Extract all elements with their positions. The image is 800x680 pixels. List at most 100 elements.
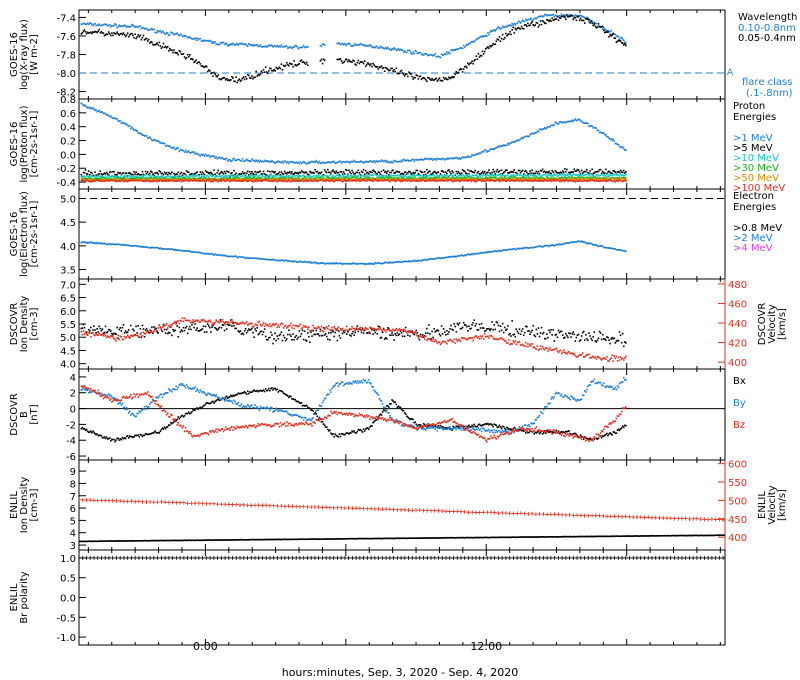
- data-point: [373, 170, 375, 172]
- data-point: [80, 23, 83, 26]
- data-point: [121, 172, 124, 175]
- data-point: [494, 173, 497, 175]
- data-point: [507, 177, 509, 180]
- data-point: [322, 58, 325, 60]
- data-point: [278, 177, 281, 180]
- data-point: [252, 175, 254, 177]
- data-point: [400, 172, 403, 175]
- data-point: [365, 176, 368, 179]
- data-point: [613, 178, 616, 181]
- data-point: [318, 262, 321, 265]
- data-point: [341, 180, 344, 183]
- data-point: [197, 174, 200, 177]
- data-point: [184, 250, 187, 252]
- data-point: [198, 61, 201, 63]
- data-point: [422, 176, 425, 179]
- data-point: [216, 178, 219, 181]
- data-point: [391, 174, 393, 177]
- data-point: [421, 171, 424, 174]
- data-point: [437, 175, 440, 178]
- data-point: [176, 180, 178, 182]
- data-point: [599, 178, 602, 181]
- data-point: [272, 176, 274, 179]
- data-point: [491, 171, 493, 174]
- data-point: [81, 177, 84, 179]
- data-point: [256, 178, 259, 181]
- data-point: [254, 160, 256, 163]
- data-point: [472, 178, 474, 180]
- data-point: [92, 175, 94, 178]
- data-point: [210, 178, 212, 180]
- data-point: [397, 171, 400, 173]
- data-point: [125, 123, 128, 125]
- data-point: [476, 252, 479, 255]
- data-point: [353, 173, 355, 175]
- data-point: [349, 43, 351, 45]
- data-point: [295, 161, 298, 164]
- data-point: [530, 246, 532, 249]
- data-point: [225, 170, 228, 173]
- data-point: [483, 149, 486, 151]
- data-point: [185, 178, 188, 181]
- data-point: [134, 173, 136, 175]
- data-point: [255, 179, 257, 182]
- data-point: [411, 53, 413, 55]
- data-point: [332, 180, 334, 182]
- data-point: [619, 146, 622, 148]
- data-point: [593, 21, 596, 24]
- data-point: [585, 179, 587, 182]
- data-point: [534, 179, 537, 181]
- data-point: [150, 180, 152, 182]
- data-point: [538, 180, 541, 183]
- data-point: [165, 176, 168, 178]
- data-point: [185, 35, 188, 38]
- data-point: [516, 179, 519, 182]
- data-point: [97, 30, 99, 33]
- data-point: [378, 175, 381, 177]
- data-point: [216, 171, 219, 174]
- data-point: [367, 177, 369, 179]
- data-point: [229, 255, 231, 258]
- data-point: [239, 256, 242, 258]
- data-point: [375, 179, 378, 182]
- data-point: [103, 34, 106, 37]
- data-point: [244, 257, 247, 260]
- data-point: [581, 172, 584, 174]
- data-point: [451, 180, 453, 182]
- data-point: [251, 179, 253, 182]
- data-point: [183, 35, 186, 37]
- data-point: [411, 177, 413, 179]
- data-point: [183, 250, 186, 252]
- data-point: [88, 175, 91, 178]
- data-point: [506, 34, 508, 37]
- data-point: [233, 80, 235, 83]
- data-point: [619, 40, 622, 42]
- data-point: [118, 328, 121, 331]
- data-point: [435, 179, 438, 181]
- data-point: [374, 65, 377, 68]
- data-point: [422, 174, 425, 176]
- data-point: [392, 169, 394, 172]
- data-point: [96, 241, 98, 244]
- data-point: [510, 248, 512, 251]
- data-point: [337, 171, 340, 174]
- data-point: [486, 35, 488, 38]
- data-point: [174, 33, 176, 35]
- data-point: [323, 262, 326, 265]
- data-point: [142, 173, 145, 176]
- data-point: [135, 179, 137, 182]
- data-point: [268, 160, 270, 163]
- data-point: [400, 175, 403, 178]
- data-point: [580, 175, 583, 177]
- data-point: [348, 262, 350, 265]
- data-point: [387, 46, 389, 49]
- data-point: [466, 253, 468, 256]
- data-point: [477, 179, 480, 182]
- data-point: [376, 262, 379, 265]
- data-point: [545, 173, 547, 176]
- data-point: [96, 178, 98, 180]
- series-0-05-0-4nm: [80, 14, 627, 84]
- data-point: [357, 43, 360, 46]
- data-point: [195, 39, 197, 41]
- data-point: [545, 244, 547, 247]
